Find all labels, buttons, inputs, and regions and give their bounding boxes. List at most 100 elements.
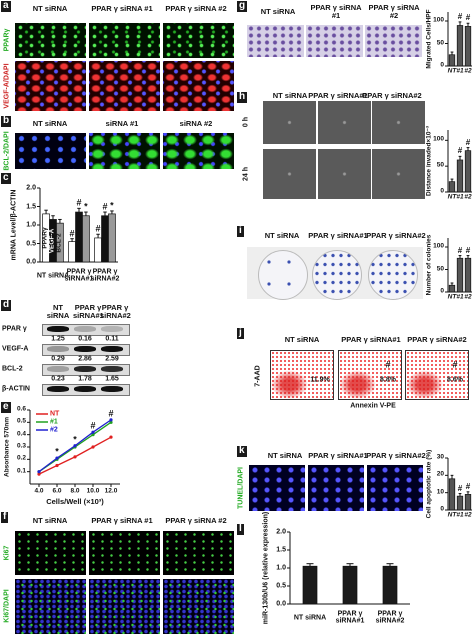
panel-letter: i [237, 225, 244, 237]
y-tick-label: 30 [436, 453, 444, 461]
x-tick-label: NT [447, 293, 457, 301]
micrograph [162, 132, 235, 170]
blot-quantification: 0.23 [51, 375, 65, 383]
colony-dish [312, 250, 362, 300]
column-header: siRNA #1 [105, 119, 139, 129]
y-tick-label: 0.5 [26, 239, 36, 247]
significance-mark: * [84, 201, 88, 212]
colony-dish [258, 250, 308, 300]
x-tick-label: #2 [464, 511, 472, 519]
micrograph [364, 24, 423, 58]
data-point [37, 470, 41, 474]
significance-mark: # [457, 11, 463, 21]
y-tick-label: 0.5 [276, 582, 286, 590]
bar [456, 495, 464, 511]
micrograph [88, 60, 161, 112]
micrograph [307, 464, 365, 512]
column-header: PPAR γ siRNA#1 [308, 91, 368, 101]
bar [464, 150, 472, 193]
x-tick-label: 10.0 [86, 487, 100, 495]
micrograph [371, 148, 426, 200]
panel-letter: k [237, 445, 247, 457]
legend-label: #1 [50, 418, 58, 426]
blot-quantification: 1.65 [105, 375, 119, 383]
column-header: NT siRNA [267, 451, 303, 461]
blot-band [101, 386, 123, 392]
data-point [55, 463, 59, 468]
micrograph [162, 578, 235, 635]
significance-mark: # [465, 481, 471, 491]
blot-label: PPAR γ [2, 325, 27, 333]
y-axis-label: miR-130b/U6 (relative expression) [262, 511, 270, 625]
data-point [91, 430, 95, 434]
bar [101, 215, 109, 263]
blot-label: β-ACTIN [2, 385, 30, 393]
x-tick-label: #2 [464, 67, 472, 75]
x-tick-label: PPAR γ siRNA#2 [90, 268, 120, 283]
significance-mark: * [55, 446, 59, 457]
data-point [73, 444, 77, 448]
bar [94, 237, 102, 263]
micrograph [88, 22, 161, 59]
y-tick-label: 0.0 [26, 258, 36, 266]
micrograph [14, 132, 87, 170]
panel-letter: a [1, 0, 11, 12]
y-tick-label: 10 [436, 488, 444, 496]
significance-mark: # [457, 146, 463, 156]
bar [464, 26, 472, 67]
quadrant-percent: 8.8% [380, 376, 396, 384]
blot-band [47, 386, 69, 392]
legend-label: BCL-2 [55, 232, 63, 253]
micrograph [14, 60, 87, 112]
colony-dish [368, 250, 418, 300]
x-tick-label: PPAR γ siRNA#2 [375, 610, 405, 625]
x-tick-label: NT [447, 67, 457, 75]
micrograph [262, 100, 317, 145]
row-label: TUNEL/DAPI [237, 467, 245, 509]
quadrant-percent: 11.9% [310, 376, 330, 384]
x-tick-label: #1 [456, 293, 464, 301]
y-axis-label: mRNA Level/β-ACTIN [10, 189, 18, 261]
column-header: PPAR γ siRNA#2 [407, 335, 467, 345]
bar [382, 565, 398, 605]
bar [302, 565, 318, 605]
y-tick-label: 0 [440, 287, 444, 295]
y-tick-label: 100 [433, 135, 444, 143]
bar [464, 494, 472, 511]
axis-label: Annexin V-PE [350, 402, 396, 410]
y-tick-label: 0.2 [16, 454, 26, 462]
axis-label: 7-AAD [254, 365, 262, 387]
micrograph [317, 148, 372, 200]
bar [82, 215, 90, 263]
micrograph [366, 464, 424, 512]
column-header: PPAR γ siRNA#1 [308, 451, 368, 461]
y-tick-label: 2.0 [276, 528, 286, 536]
blot-band [101, 366, 123, 372]
micrograph [305, 24, 364, 58]
column-header: PPAR γ siRNA #1 [91, 4, 153, 14]
x-tick-label: #2 [464, 293, 472, 301]
significance-mark: # [465, 137, 471, 147]
micrograph [317, 100, 372, 145]
column-header: NT siRNA [260, 7, 296, 17]
micrograph [262, 148, 317, 200]
flow-plot [338, 350, 402, 400]
y-tick-label: 0.5 [16, 417, 26, 425]
bar [448, 284, 456, 293]
blot-quantification: 0.29 [51, 355, 65, 363]
row-label: Ki67 [3, 545, 11, 561]
blot-quantification: 1.78 [78, 375, 92, 383]
micrograph [371, 100, 426, 145]
micrograph [246, 24, 305, 58]
y-axis-label: Cell apoptotic rate (%) [425, 449, 433, 519]
blot-band [74, 326, 96, 332]
blot-band [101, 326, 123, 332]
column-header: PPAR γ siRNA #2 [165, 516, 227, 526]
column-header: siRNA #2 [179, 119, 213, 129]
micrograph [88, 530, 161, 576]
flow-plot [405, 350, 469, 400]
column-header: NT siRNA [272, 91, 308, 101]
y-tick-label: 2.0 [26, 184, 36, 192]
x-tick-label: PPAR γ siRNA#1 [64, 268, 94, 283]
